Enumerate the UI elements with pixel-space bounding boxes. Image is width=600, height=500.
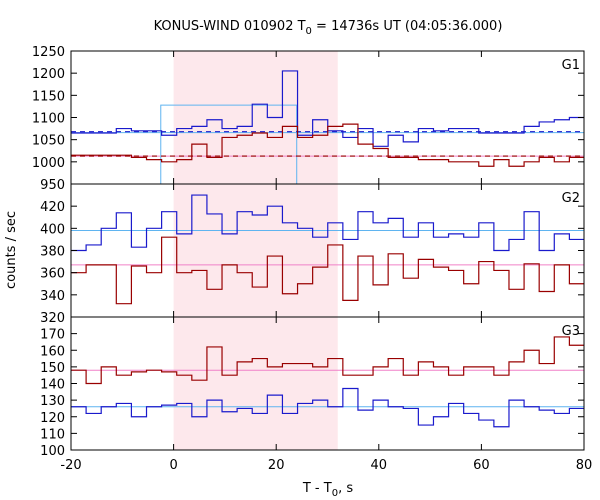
- x-tick-label: 0: [169, 458, 177, 473]
- y-tick-label: 150: [40, 361, 65, 376]
- y-tick-label: 380: [40, 245, 65, 260]
- y-tick-label: 1150: [32, 89, 65, 104]
- y-tick-label: 1200: [32, 67, 65, 82]
- y-tick-label: 1000: [32, 156, 65, 171]
- panel-label: G3: [562, 324, 580, 339]
- y-tick-label: 340: [40, 289, 65, 304]
- series-line-blue: [71, 387, 584, 428]
- y-tick-label: 170: [40, 328, 65, 343]
- y-axis-label: counts / sec: [4, 211, 19, 289]
- highlight-interval: [173, 51, 338, 450]
- y-tick-label: 400: [40, 222, 65, 237]
- series-line-blue: [71, 70, 584, 147]
- chart-title: KONUS-WIND 010902 T0 = 14736s UT (04:05:…: [154, 19, 503, 37]
- y-tick-label: 950: [40, 178, 65, 193]
- series-line-red: [71, 123, 584, 167]
- y-tick-label: 140: [40, 378, 65, 393]
- panel-g1: 950 1000 1050 1100 1150 1200 1250 G1: [32, 45, 585, 193]
- y-tick-label: 120: [40, 411, 65, 426]
- panel-label: G1: [562, 58, 580, 73]
- x-tick-label: 60: [473, 458, 490, 473]
- y-tick-label: 160: [40, 344, 65, 359]
- x-tick-label: -20: [60, 458, 81, 473]
- y-tick-label: 100: [40, 444, 65, 459]
- x-tick-label: 80: [576, 458, 593, 473]
- y-tick-label: 320: [40, 311, 65, 326]
- y-tick-label: 360: [40, 267, 65, 282]
- series-line-red: [71, 336, 584, 385]
- y-tick-label: 1050: [32, 134, 65, 149]
- plot-area: 950100010501100115012001250G132034036038…: [32, 45, 592, 473]
- panel-g2: 320 340 360 380 400 420 G2: [40, 183, 585, 326]
- x-axis-label: T - T0, s: [302, 481, 353, 499]
- series-line-red: [71, 236, 584, 305]
- y-tick-label: 1250: [32, 45, 65, 60]
- y-tick-label: 110: [40, 427, 65, 442]
- x-tick-label: 20: [268, 458, 285, 473]
- y-tick-label: 420: [40, 200, 65, 215]
- g1-window-marker: [160, 104, 298, 184]
- y-tick-label: 130: [40, 394, 65, 409]
- y-tick-label: 1100: [32, 112, 65, 127]
- series-line-blue: [71, 194, 584, 252]
- x-tick-label: 40: [371, 458, 388, 473]
- panel-label: G2: [562, 191, 580, 206]
